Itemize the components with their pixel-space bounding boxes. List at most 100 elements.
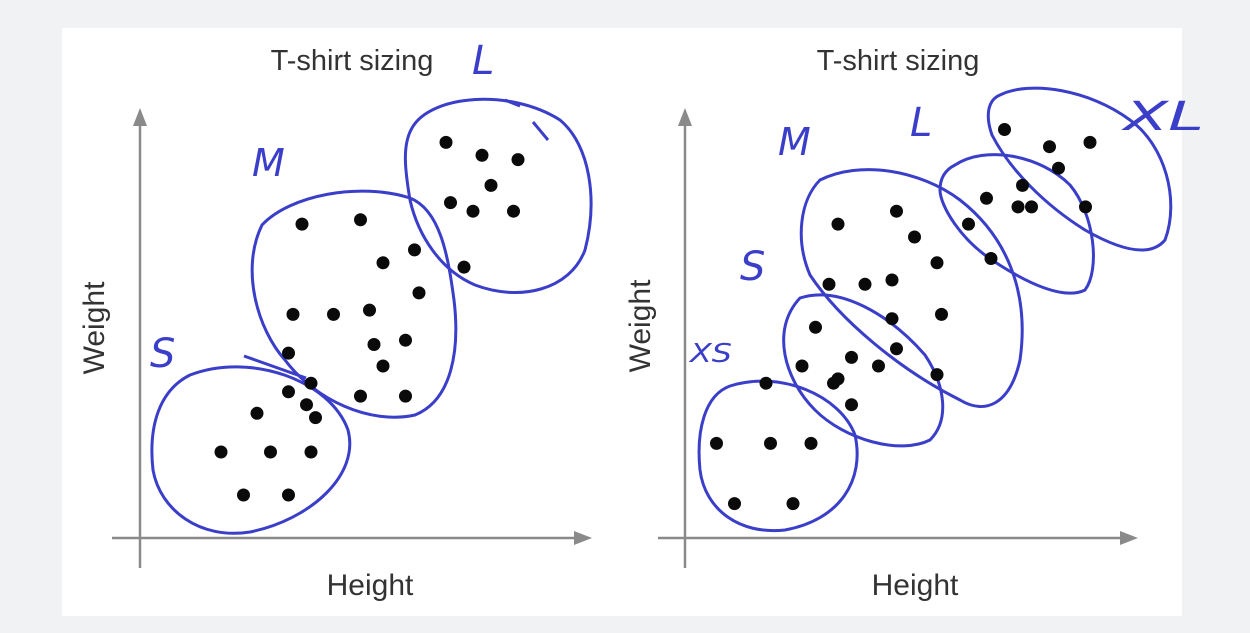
points-group bbox=[214, 135, 525, 502]
data-point-l bbox=[466, 204, 480, 218]
data-point-l bbox=[475, 148, 489, 162]
data-point-m bbox=[354, 389, 367, 403]
data-point-m bbox=[412, 286, 426, 300]
data-point-xl bbox=[1052, 161, 1065, 175]
x-axis-arrow-icon bbox=[574, 531, 592, 545]
data-point-m bbox=[399, 389, 412, 403]
cluster-outline-xl bbox=[986, 86, 1173, 252]
data-point-m bbox=[930, 256, 944, 270]
data-point-s bbox=[809, 320, 822, 334]
data-point-l bbox=[1011, 200, 1025, 214]
cluster-label-m: M bbox=[778, 120, 811, 164]
data-point-m bbox=[295, 217, 309, 231]
cluster-label-s: S bbox=[150, 331, 175, 377]
data-point-m bbox=[354, 213, 367, 227]
data-point-l bbox=[980, 191, 993, 205]
y-axis-label: Weight bbox=[624, 279, 657, 372]
data-point-xl bbox=[1016, 178, 1029, 192]
data-point-l bbox=[1025, 200, 1038, 214]
data-point-l bbox=[439, 135, 453, 149]
data-point-s bbox=[795, 359, 809, 373]
data-point-xl bbox=[1083, 135, 1097, 149]
data-point-s bbox=[237, 488, 250, 502]
data-point-s bbox=[845, 350, 858, 364]
cluster-stroke-mark bbox=[504, 98, 521, 108]
cluster-outline-s bbox=[782, 293, 945, 448]
x-axis-label: Height bbox=[327, 569, 414, 602]
chart-title: T-shirt sizing bbox=[271, 45, 434, 77]
data-point-m bbox=[304, 376, 318, 390]
cluster-label-l: L bbox=[472, 38, 494, 84]
data-point-xs bbox=[764, 436, 777, 450]
y-axis-arrow-icon bbox=[133, 108, 147, 126]
x-axis-label: Height bbox=[872, 569, 959, 602]
data-point-xl bbox=[1043, 140, 1056, 154]
data-point-m bbox=[858, 277, 872, 291]
y-axis-arrow-icon bbox=[678, 108, 692, 126]
data-point-s bbox=[827, 376, 840, 390]
data-point-s bbox=[264, 445, 277, 459]
data-point-l bbox=[484, 178, 498, 192]
cluster-outline-xs bbox=[697, 379, 859, 533]
data-point-xs bbox=[804, 436, 818, 450]
cluster-outline-m bbox=[799, 168, 1024, 408]
data-point-s bbox=[250, 406, 264, 420]
data-point-m bbox=[363, 303, 376, 317]
data-point-m bbox=[908, 230, 921, 244]
cluster-outline-m bbox=[250, 189, 458, 419]
data-point-l bbox=[962, 217, 975, 231]
x-axis-arrow-icon bbox=[1120, 531, 1138, 545]
data-point-s bbox=[282, 385, 295, 399]
cluster-outline-l bbox=[938, 153, 1095, 295]
cluster-label-l: L bbox=[910, 100, 932, 146]
data-point-m bbox=[282, 346, 295, 360]
data-point-m bbox=[376, 359, 390, 373]
data-point-l bbox=[511, 153, 525, 167]
data-point-m bbox=[399, 333, 412, 347]
data-point-m bbox=[831, 217, 845, 231]
data-point-m bbox=[376, 256, 390, 270]
data-point-m bbox=[930, 368, 944, 382]
data-point-s bbox=[304, 445, 318, 459]
cluster-outline-l bbox=[403, 97, 593, 294]
cluster-stroke-mark bbox=[243, 354, 307, 380]
data-point-m bbox=[286, 307, 300, 321]
chart-left: T-shirt sizing Height Weight S M L bbox=[78, 38, 593, 602]
data-point-xl bbox=[1079, 200, 1092, 214]
data-point-m bbox=[408, 243, 421, 257]
data-point-l bbox=[457, 260, 471, 274]
data-point-xl bbox=[998, 123, 1011, 136]
data-point-m bbox=[890, 204, 903, 218]
data-point-m bbox=[367, 338, 381, 351]
cluster-label-xl: XL bbox=[1121, 94, 1204, 140]
data-point-xs bbox=[728, 497, 741, 511]
points-group bbox=[710, 123, 1097, 511]
data-point-l bbox=[507, 204, 520, 218]
data-point-m bbox=[935, 307, 948, 321]
cluster-label-s: S bbox=[740, 244, 765, 290]
chart-right: T-shirt sizing Height Weight XS S M L XL bbox=[624, 45, 1204, 602]
data-point-s bbox=[214, 445, 228, 459]
data-point-m bbox=[885, 273, 899, 287]
cluster-label-m: M bbox=[252, 141, 285, 185]
data-point-m bbox=[822, 277, 836, 291]
data-point-s bbox=[872, 359, 885, 373]
data-point-m bbox=[327, 307, 340, 321]
cluster-stroke-mark bbox=[531, 121, 550, 141]
panel-left-background bbox=[62, 28, 624, 616]
chart-title: T-shirt sizing bbox=[817, 45, 980, 77]
data-point-m bbox=[890, 342, 903, 356]
data-point-xs bbox=[786, 497, 800, 511]
data-point-s bbox=[309, 411, 322, 425]
y-axis-label: Weight bbox=[78, 281, 111, 374]
data-point-xs bbox=[759, 376, 773, 390]
data-point-s bbox=[282, 488, 295, 502]
data-point-s bbox=[845, 398, 858, 412]
data-point-l bbox=[984, 252, 998, 265]
data-point-xs bbox=[710, 436, 723, 450]
cluster-label-xs: XS bbox=[688, 339, 732, 369]
data-point-l bbox=[444, 196, 457, 210]
data-point-m bbox=[885, 312, 899, 326]
data-point-s bbox=[300, 398, 313, 412]
